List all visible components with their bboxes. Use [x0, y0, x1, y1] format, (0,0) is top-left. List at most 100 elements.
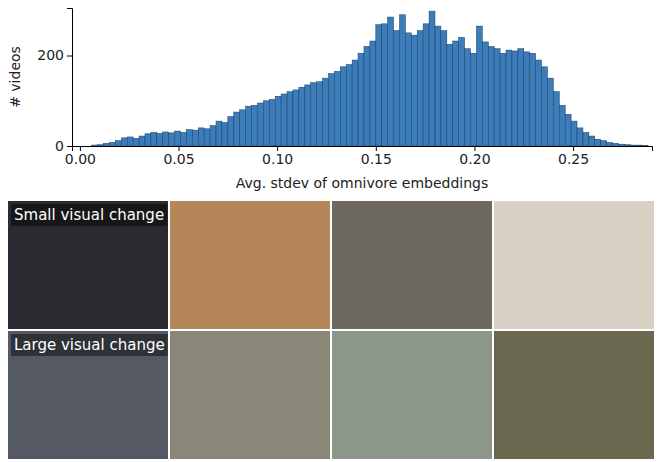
histogram-bar [589, 136, 595, 146]
histogram-bar [151, 132, 157, 146]
histogram-bar [512, 51, 518, 146]
histogram-bar [394, 31, 400, 146]
histogram-bar [476, 26, 482, 146]
x-tick-label: 0.05 [163, 151, 194, 167]
histogram-bar [518, 49, 524, 146]
photo [494, 201, 654, 329]
histogram-bar [163, 132, 169, 146]
histogram-bar [287, 92, 293, 146]
histogram-bar [636, 145, 642, 146]
histogram-bar [547, 78, 553, 146]
histogram-bar [263, 101, 269, 146]
histogram-bar [441, 31, 447, 146]
x-tick-label: 0.25 [558, 151, 589, 167]
y-axis-line [67, 9, 73, 147]
y-tick-mark [67, 56, 72, 57]
histogram-bar [109, 142, 115, 146]
photo [8, 331, 168, 459]
histogram-bar [246, 106, 252, 146]
histogram-bar [92, 145, 98, 146]
histogram-bar [583, 132, 589, 146]
histogram-bar [269, 99, 275, 146]
label-background [11, 204, 167, 226]
histogram-bar [169, 133, 175, 146]
x-tick: 0.15 [361, 146, 392, 167]
y-tick: 0 [55, 138, 72, 154]
photo [170, 201, 330, 329]
histogram-bar [181, 132, 187, 146]
y-axis: 0 200 [37, 9, 72, 154]
histogram-bar [281, 94, 287, 146]
histogram-bar [157, 133, 163, 146]
histogram-bar [364, 46, 370, 146]
histogram-bar [488, 46, 494, 146]
histogram-bar [186, 130, 192, 146]
histogram-bar [559, 105, 565, 146]
histogram-bar [423, 24, 429, 146]
histogram-bar [459, 37, 465, 146]
histogram-bar [417, 31, 423, 146]
histogram-bar [334, 71, 340, 146]
histogram-bar [311, 83, 317, 146]
figure: 0.000.050.100.150.200.250200Avg. stdev o… [0, 0, 661, 462]
histogram-bar [121, 138, 127, 146]
histogram-bar [595, 139, 601, 146]
histogram-bar [411, 35, 417, 146]
histogram-bar [530, 53, 536, 146]
x-tick: 0.20 [459, 146, 490, 167]
photo [494, 331, 654, 459]
histogram-bar [630, 145, 636, 146]
histogram-bar [388, 17, 394, 146]
histogram-bar [577, 128, 583, 146]
histogram-bar [624, 145, 630, 146]
image-grid: Small visual changeLarge visual change [8, 201, 654, 459]
histogram-bar [317, 82, 323, 146]
histogram-bar [234, 112, 240, 146]
x-tick: 0.00 [65, 146, 96, 167]
histogram-bar [252, 105, 258, 146]
histogram-bar [482, 42, 488, 146]
y-tick-label: 0 [55, 138, 64, 154]
histogram-bar [323, 78, 329, 146]
histogram-bar [139, 136, 145, 146]
histogram-bar [198, 128, 204, 146]
photo [332, 331, 492, 459]
histogram-bar [370, 41, 376, 146]
histogram-bar [429, 11, 435, 146]
histogram-bar [104, 143, 110, 146]
histogram-bar [405, 33, 411, 146]
histogram-bar [228, 117, 234, 146]
histogram-bar [358, 53, 364, 146]
histogram-bar [571, 121, 577, 146]
histogram-bar [293, 90, 299, 146]
histogram-bar [328, 74, 334, 146]
x-axis: 0.00 0.05 0.10 0.15 0.20 0.25 [65, 146, 653, 167]
histogram-bar [524, 52, 530, 146]
histogram-bar [399, 15, 405, 146]
histogram-bar [299, 87, 305, 146]
bars [92, 11, 648, 146]
y-axis-title: # videos [7, 46, 23, 108]
y-tick: 200 [37, 47, 72, 63]
histogram-bar [601, 141, 607, 146]
histogram-bar [382, 24, 388, 146]
histogram-bar [275, 96, 281, 146]
histogram-bar [447, 44, 453, 146]
histogram-bar [607, 142, 613, 146]
histogram-bar [210, 126, 216, 146]
histogram-bar [133, 138, 139, 146]
histogram-bar [618, 144, 624, 146]
histogram-bar [257, 103, 263, 146]
row-label: Small visual change [14, 206, 164, 224]
photo [8, 201, 168, 329]
histogram-bar [553, 92, 559, 146]
photo [332, 201, 492, 329]
histogram-bar [98, 145, 104, 146]
x-tick: 0.10 [262, 146, 293, 167]
x-tick: 0.25 [558, 146, 589, 167]
histogram-bar [216, 121, 222, 146]
histogram-bar [465, 49, 471, 146]
histogram-bar [222, 122, 228, 146]
histogram-bar [115, 141, 121, 146]
histogram-bar [453, 41, 459, 146]
